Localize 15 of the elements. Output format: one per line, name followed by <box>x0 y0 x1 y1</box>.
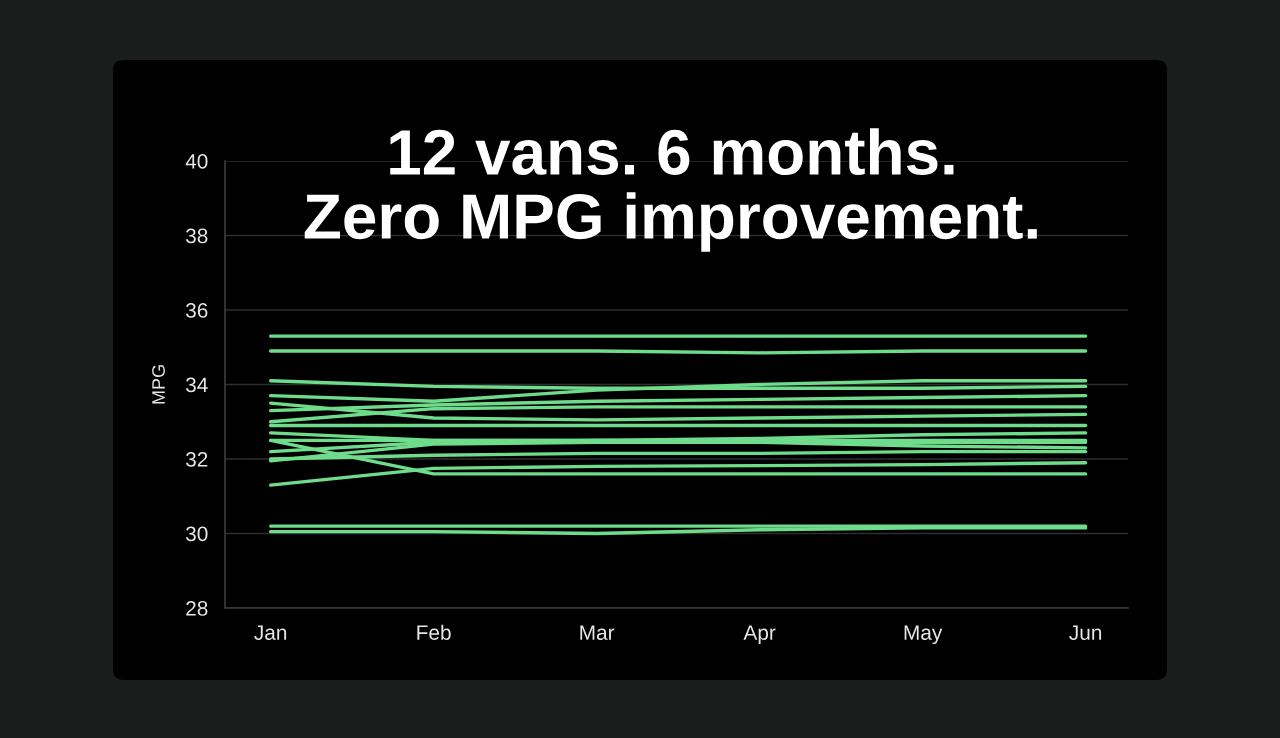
y-tick-label: 38 <box>185 228 208 244</box>
x-tick-label: Feb <box>417 624 451 640</box>
y-tick-label: 34 <box>185 377 208 393</box>
x-tick-label: Jan <box>254 625 287 640</box>
y-tick-label: 28 <box>186 601 208 616</box>
y-axis-title: MPG <box>152 365 165 404</box>
chart-title: 12 vans. 6 months. Zero MPG improvement. <box>304 128 1037 252</box>
x-tick-label: Apr <box>743 625 776 645</box>
x-tick-label: May <box>904 625 943 645</box>
x-tick-label: Mar <box>580 625 615 640</box>
y-tick-label: 36 <box>185 303 208 318</box>
y-tick-label: 32 <box>185 452 208 467</box>
y-tick-label: 40 <box>185 154 208 169</box>
x-tick-label: Jun <box>1069 625 1102 640</box>
y-tick-label: 30 <box>185 526 208 542</box>
